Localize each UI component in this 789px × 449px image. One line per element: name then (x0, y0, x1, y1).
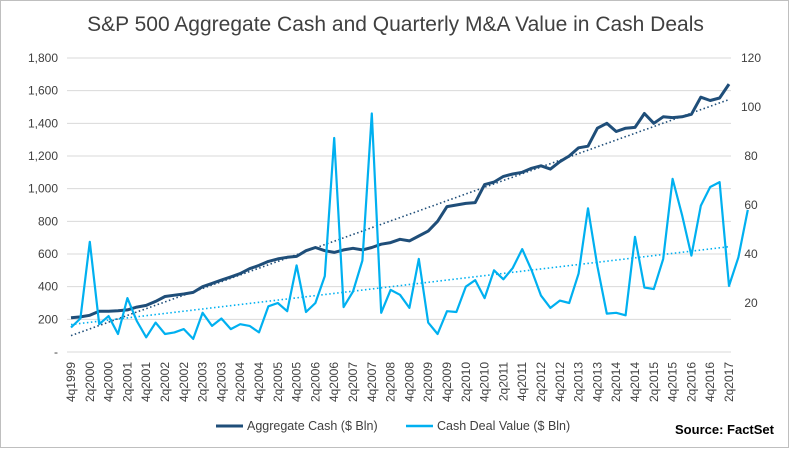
x-tick-label: 2q2007 (346, 362, 360, 402)
aggregate-cash-line (70, 83, 731, 320)
y-left-tick-label: 1,800 (28, 51, 58, 65)
x-tick-label: 2q2008 (384, 362, 398, 402)
y-left-tick-label: 1,200 (28, 149, 58, 163)
x-tick-label: 4q2000 (102, 362, 116, 402)
y-left-tick-label: 200 (38, 312, 58, 326)
x-tick-label: 4q2013 (590, 362, 604, 402)
x-tick-label: 2q2000 (83, 362, 97, 402)
legend-label: Aggregate Cash ($ Bln) (247, 419, 378, 433)
x-tick-label: 2q2004 (233, 362, 247, 402)
y-left-tick-label: 1,000 (28, 182, 58, 196)
y-right-tick-label: 120 (741, 51, 761, 65)
x-tick-label: 4q2005 (290, 362, 304, 402)
x-tick-label: 2q2009 (421, 362, 435, 402)
x-tick-label: 4q2007 (365, 362, 379, 402)
y-left-tick-label: - (54, 345, 58, 359)
x-tick-label: 2q2005 (271, 362, 285, 402)
y-left-tick-label: 1,400 (28, 116, 58, 130)
x-tick-label: 2q2013 (572, 362, 586, 402)
y-left-tick-label: 1,600 (28, 84, 58, 98)
x-tick-label: 4q2014 (628, 362, 642, 402)
x-tick-label: 2q2011 (496, 362, 510, 401)
y-right-tick-label: 40 (744, 247, 758, 261)
source-note: Source: FactSet (675, 422, 774, 437)
x-tick-label: 4q2015 (666, 362, 680, 402)
x-tick-label: 4q2016 (703, 362, 717, 402)
x-tick-label: 4q2002 (177, 362, 191, 402)
x-tick-label: 4q2008 (402, 362, 416, 402)
x-tick-label: 4q2010 (478, 362, 492, 402)
chart-title: S&P 500 Aggregate Cash and Quarterly M&A… (87, 13, 704, 36)
x-tick-label: 2q2006 (308, 362, 322, 402)
x-tick-label: 4q2003 (214, 362, 228, 402)
y-right-tick-label: 20 (744, 296, 758, 310)
x-tick-label: 2q2014 (609, 362, 623, 402)
x-tick-label: 2q2017 (722, 362, 736, 402)
x-tick-label: 2q2001 (120, 362, 134, 402)
y-left-tick-label: 400 (38, 280, 58, 294)
x-tick-label: 4q2009 (440, 362, 454, 402)
cash-deal-value-line (70, 112, 749, 340)
x-tick-label: 2q2002 (158, 362, 172, 402)
legend-label: Cash Deal Value ($ Bln) (437, 419, 570, 433)
y-left-tick-label: 800 (38, 214, 58, 228)
x-tick-label: 4q2001 (139, 362, 153, 402)
y-right-tick-label: 80 (744, 149, 758, 163)
x-tick-label: 2q2016 (684, 362, 698, 402)
x-tick-label: 4q1999 (64, 362, 78, 402)
y-right-tick-label: 60 (744, 198, 758, 212)
x-tick-label: 2q2012 (534, 362, 548, 402)
x-tick-label: 2q2003 (196, 362, 210, 402)
x-tick-label: 4q2006 (327, 362, 341, 402)
x-tick-label: 2q2015 (647, 362, 661, 402)
aggregate-cash-trendline (70, 98, 730, 337)
x-tick-label: 2q2010 (459, 362, 473, 402)
x-tick-label: 4q2012 (553, 362, 567, 402)
y-right-tick-label: 100 (741, 100, 761, 114)
cash-deal-value-trendline (70, 245, 730, 326)
y-left-tick-label: 600 (38, 247, 58, 261)
x-tick-label: 4q2011 (515, 362, 529, 401)
x-tick-label: 4q2004 (252, 362, 266, 402)
